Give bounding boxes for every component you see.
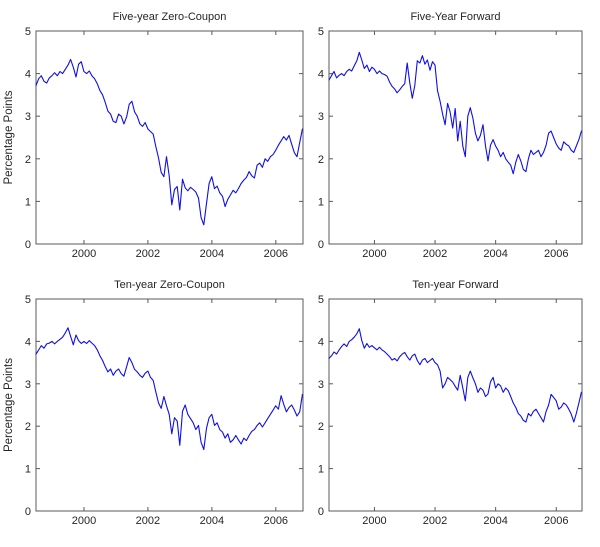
y-tick-label: 2	[25, 154, 31, 166]
y-tick-label: 3	[25, 379, 31, 391]
axis-frame	[35, 298, 304, 512]
data-line	[328, 328, 582, 423]
y-tick-label: 1	[25, 196, 31, 208]
y-tick-label: 1	[318, 196, 324, 208]
y-axis-label: Percentage Points	[3, 358, 15, 452]
y-tick-label: 4	[318, 336, 324, 348]
x-tick-label: 2000	[72, 248, 96, 260]
x-tick-label: 2000	[362, 248, 386, 260]
y-tick-label: 3	[25, 111, 31, 123]
y-tick-label: 4	[25, 336, 31, 348]
subplot-title: Ten-year Zero-Coupon	[114, 279, 225, 291]
x-tick-label: 2004	[200, 248, 224, 260]
x-tick-label: 2006	[264, 515, 288, 527]
y-tick-label: 2	[25, 421, 31, 433]
x-tick-label: 2002	[136, 515, 160, 527]
x-tick-label: 2002	[423, 248, 447, 260]
y-tick-label: 5	[25, 294, 31, 306]
y-tick-label: 5	[318, 294, 324, 306]
subplot-title: Ten-year Forward	[412, 279, 498, 291]
data-line	[35, 58, 303, 226]
y-tick-label: 4	[25, 69, 31, 81]
y-tick-label: 2	[318, 421, 324, 433]
x-tick-label: 2002	[423, 515, 447, 527]
y-tick-label: 5	[318, 26, 324, 38]
data-line	[35, 327, 303, 451]
y-tick-label: 0	[318, 506, 324, 518]
axis-frame	[35, 30, 304, 245]
y-tick-label: 4	[318, 69, 324, 81]
y-tick-label: 0	[318, 239, 324, 251]
x-tick-label: 2000	[72, 515, 96, 527]
subplot-title: Five-year Zero-Coupon	[113, 11, 227, 23]
y-tick-label: 3	[318, 379, 324, 391]
axis-frame	[328, 298, 583, 512]
x-tick-label: 2004	[200, 515, 224, 527]
y-tick-label: 1	[25, 464, 31, 476]
y-tick-label: 3	[318, 111, 324, 123]
y-axis-label: Percentage Points	[3, 90, 15, 184]
x-tick-label: 2004	[483, 248, 507, 260]
subplot-title: Five-Year Forward	[410, 11, 500, 23]
x-tick-label: 2000	[362, 515, 386, 527]
y-tick-label: 2	[318, 154, 324, 166]
x-tick-label: 2006	[264, 248, 288, 260]
x-tick-label: 2006	[544, 248, 568, 260]
x-tick-label: 2002	[136, 248, 160, 260]
y-tick-label: 1	[318, 464, 324, 476]
x-tick-label: 2004	[483, 515, 507, 527]
x-tick-label: 2006	[544, 515, 568, 527]
y-tick-label: 0	[25, 239, 31, 251]
data-line	[328, 51, 582, 175]
y-tick-label: 5	[25, 26, 31, 38]
axis-frame	[328, 30, 583, 245]
y-tick-label: 0	[25, 506, 31, 518]
